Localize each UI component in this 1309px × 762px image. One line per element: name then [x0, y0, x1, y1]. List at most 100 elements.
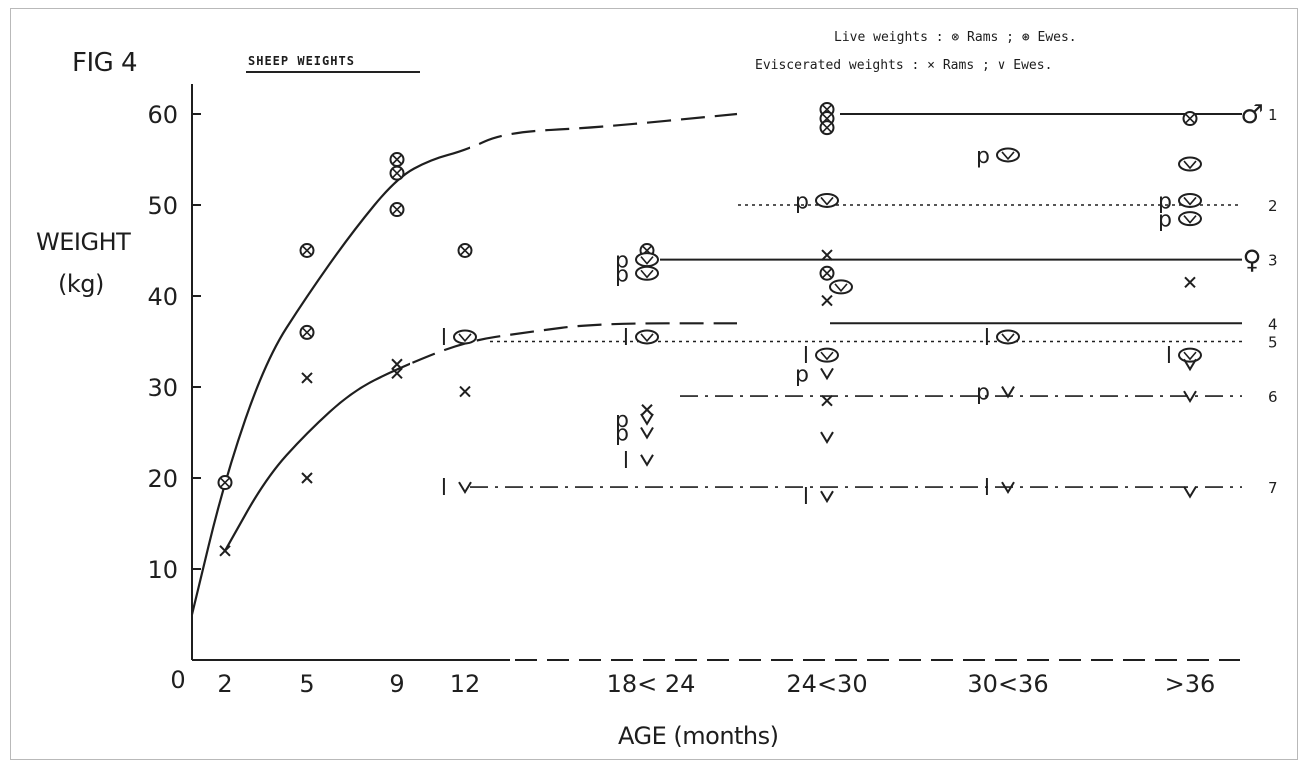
marker-x: [391, 358, 403, 370]
y-tick-label: 0: [170, 666, 185, 694]
marker-vee: [1183, 160, 1197, 170]
marker-x: [219, 545, 231, 557]
x-axis-label: AGE (months): [618, 722, 779, 750]
live-ewe-marker: [635, 265, 659, 281]
reference-line-label: 3: [1268, 252, 1278, 270]
live-ewe-marker: [1178, 347, 1202, 363]
marker-cross: [1185, 113, 1195, 124]
live-ram-marker: [389, 152, 405, 167]
marker-vee: [1183, 358, 1197, 372]
point-prefix-l: l: [441, 476, 447, 501]
marker-vee: [640, 256, 654, 265]
eviscerated-ewe-marker: [1001, 481, 1015, 495]
marker-x: [459, 385, 471, 398]
x-tick-label: 24<30: [786, 670, 867, 698]
y-tick-label: 50: [147, 192, 178, 220]
eviscerated-ewe-marker: [640, 426, 654, 440]
eviscerated-weight-curve: [224, 362, 410, 552]
eviscerated-ewe-marker: [820, 490, 834, 504]
marker-vee: [1183, 215, 1197, 224]
point-prefix-l: l: [1166, 344, 1172, 369]
marker-cross: [460, 245, 470, 256]
point-prefix-p: p: [615, 408, 629, 433]
point-prefix-p: p: [615, 262, 629, 287]
marker-vee: [458, 333, 472, 343]
point-prefix-l: l: [623, 449, 629, 474]
live-weight-curve-dashed: [470, 112, 738, 149]
marker-x: [821, 249, 833, 261]
point-prefix-p: p: [1158, 189, 1172, 214]
x-tick-label: 12: [450, 670, 481, 698]
eviscerated-ewe-marker: [640, 413, 654, 426]
y-tick-label: 40: [147, 283, 178, 311]
eviscerated-ram-marker: [641, 404, 653, 416]
marker-cross: [220, 477, 230, 488]
marker-vee: [640, 413, 654, 426]
eviscerated-ram-marker: [821, 294, 833, 307]
eviscerated-ram-marker: [391, 367, 403, 380]
point-prefix-l: l: [984, 326, 990, 351]
eviscerated-ram-marker: [821, 394, 833, 407]
eviscerated-ewe-marker: [820, 431, 834, 444]
y-tick-label: 20: [147, 465, 178, 493]
marker-cross: [302, 327, 312, 337]
reference-line-label: 5: [1268, 334, 1278, 352]
marker-x: [821, 394, 833, 407]
reference-line-label: 6: [1268, 388, 1278, 406]
live-ewe-marker: [453, 329, 477, 345]
eviscerated-ewe-marker: [1183, 390, 1197, 404]
y-axis-label-line1: WEIGHT: [36, 228, 131, 256]
point-prefix-p: p: [615, 249, 629, 274]
marker-vee: [834, 283, 848, 293]
live-ewe-marker: [815, 192, 839, 208]
reference-line-label: 2: [1268, 197, 1278, 215]
point-prefix-p: p: [976, 144, 990, 169]
reference-line-label: 7: [1268, 479, 1278, 497]
live-ram-marker: [457, 243, 473, 258]
marker-cross: [822, 123, 832, 133]
reference-line-label: 1: [1268, 106, 1278, 124]
point-prefix-l: l: [803, 485, 809, 510]
marker-vee: [820, 351, 834, 361]
point-prefix-p: p: [795, 189, 809, 214]
x-tick-label: 30<36: [967, 670, 1048, 698]
eviscerated-ram-marker: [301, 472, 313, 484]
marker-vee: [820, 196, 834, 206]
female-symbol: ♀: [1242, 246, 1261, 276]
live-ewe-marker: [1178, 211, 1202, 227]
marker-vee: [820, 367, 834, 381]
eviscerated-ewe-marker: [820, 367, 834, 381]
marker-x: [301, 472, 313, 484]
x-tick-label: 2: [217, 670, 232, 698]
eviscerated-ewe-marker: [640, 454, 654, 467]
y-axis-label-line2: (kg): [58, 270, 104, 298]
marker-vee: [640, 333, 654, 343]
marker-cross: [392, 204, 402, 215]
x-tick-label: 5: [299, 670, 314, 698]
y-tick-label: 10: [147, 556, 178, 584]
eviscerated-ewe-marker: [458, 481, 472, 495]
eviscerated-ram-marker: [821, 249, 833, 261]
marker-vee: [458, 481, 472, 495]
eviscerated-ewe-marker: [1001, 386, 1015, 399]
marker-vee: [1183, 196, 1197, 206]
marker-cross: [392, 168, 402, 178]
live-ewe-marker: [1178, 192, 1202, 208]
live-ewe-marker: [815, 347, 839, 363]
point-prefix-l: l: [441, 326, 447, 351]
marker-vee: [1001, 151, 1015, 161]
y-tick-label: 30: [147, 374, 178, 402]
title-underline: [246, 71, 420, 73]
chart-title: SHEEP WEIGHTS: [248, 54, 355, 68]
reference-line-label: 4: [1268, 315, 1278, 333]
marker-vee: [1001, 481, 1015, 495]
live-ram-marker: [819, 120, 835, 136]
y-tick-label: 60: [147, 101, 178, 129]
eviscerated-ram-marker: [1184, 276, 1196, 289]
marker-vee: [1183, 486, 1197, 499]
figure-label: FIG 4: [72, 48, 138, 78]
live-ram-marker: [217, 475, 233, 491]
point-prefix-l: l: [623, 326, 629, 351]
live-ewe-marker: [1178, 156, 1202, 172]
